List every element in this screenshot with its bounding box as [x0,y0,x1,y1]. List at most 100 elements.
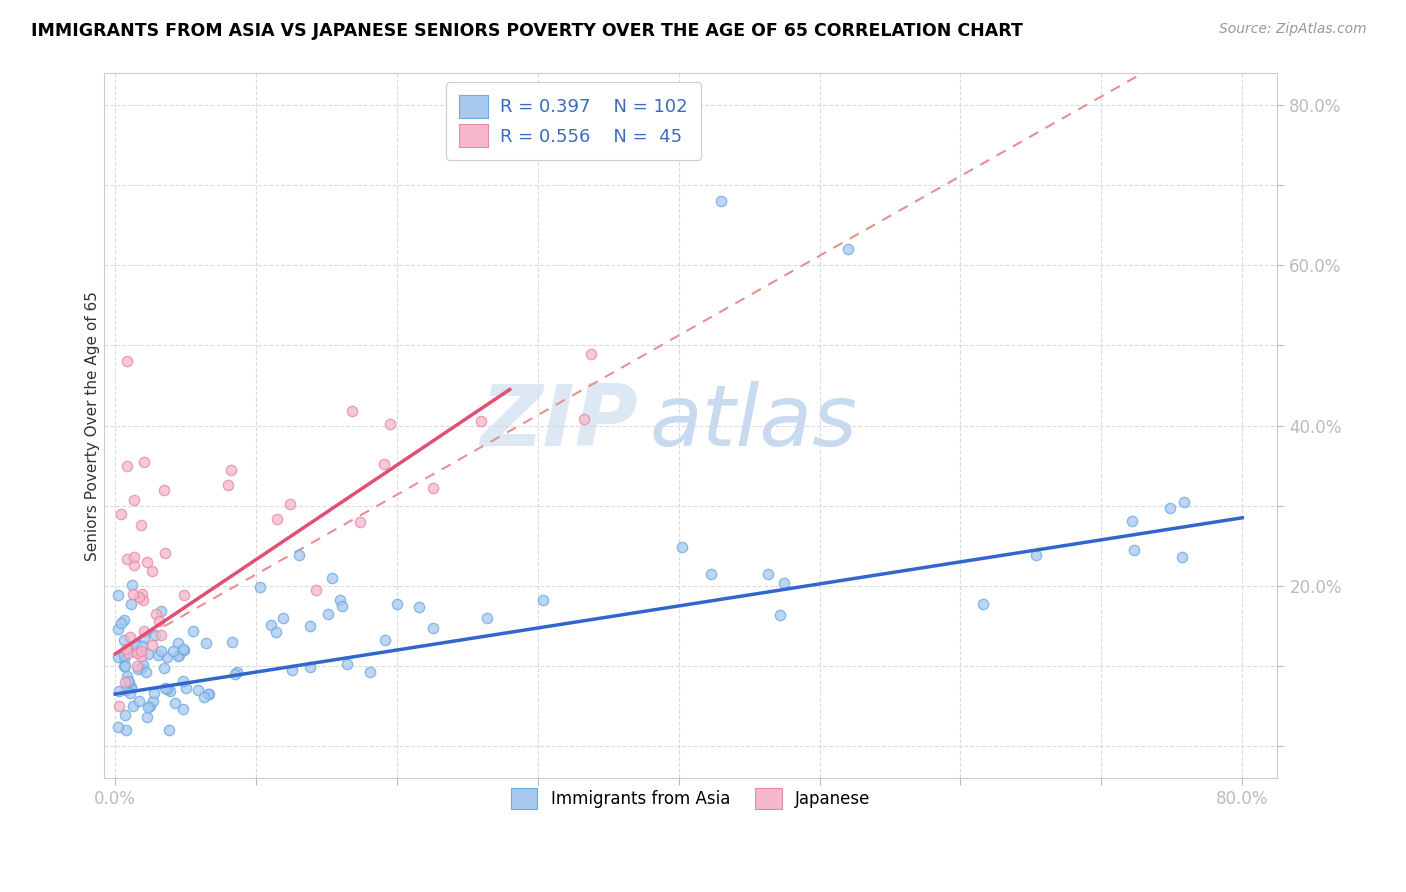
Point [153,681,176,696]
Point [579,346,602,360]
Point [125,646,148,660]
Point [112,632,135,647]
Point [1121,514,1143,528]
Point [271,611,294,625]
Point [129,643,152,657]
Point [700,567,723,582]
Point [115,668,138,682]
Y-axis label: Seniors Poverty Over the Age of 65: Seniors Poverty Over the Age of 65 [86,291,100,560]
Point [135,555,157,569]
Point [132,657,155,672]
Point [174,681,197,696]
Text: ZIP: ZIP [481,381,638,464]
Point [114,675,136,690]
Point [149,603,172,617]
Point [128,590,150,604]
Point [173,588,195,602]
Point [166,636,188,650]
Point [224,666,246,681]
Point [131,661,153,675]
Point [756,566,779,581]
Point [134,455,156,469]
Point [165,696,187,710]
Point [259,618,281,632]
Point [117,646,139,660]
Point [378,417,401,432]
Point [422,481,444,495]
Point [153,546,176,560]
Point [225,665,247,680]
Point [127,662,149,676]
Point [143,628,166,642]
Point [321,571,343,585]
Point [197,687,219,701]
Point [172,702,194,716]
Point [149,643,172,657]
Point [167,648,190,662]
Text: IMMIGRANTS FROM ASIA VS JAPANESE SENIORS POVERTY OVER THE AGE OF 65 CORRELATION : IMMIGRANTS FROM ASIA VS JAPANESE SENIORS… [31,22,1022,40]
Point [120,680,142,694]
Point [336,657,359,671]
Point [131,587,153,601]
Point [422,621,444,635]
Point [114,652,136,666]
Point [131,639,153,653]
Point [156,681,179,696]
Point [149,628,172,642]
Point [181,624,204,638]
Point [120,597,142,611]
Point [141,565,163,579]
Point [129,517,152,532]
Point [136,700,159,714]
Point [710,194,733,209]
Point [1025,549,1047,563]
Point [134,624,156,639]
Point [574,412,596,426]
Point [218,478,240,492]
Point [330,599,353,614]
Point [115,458,138,473]
Point [129,648,152,663]
Point [359,665,381,679]
Point [769,608,792,623]
Point [117,673,139,688]
Point [288,548,311,562]
Point [122,558,145,573]
Point [385,597,408,611]
Point [172,674,194,689]
Point [408,600,430,615]
Point [972,597,994,611]
Point [122,587,145,601]
Point [107,720,129,734]
Point [1159,501,1181,516]
Point [281,663,304,677]
Point [249,580,271,594]
Point [122,699,145,714]
Point [136,647,159,661]
Legend: Immigrants from Asia, Japanese: Immigrants from Asia, Japanese [505,781,877,816]
Point [349,515,371,529]
Text: atlas: atlas [650,381,858,464]
Point [107,622,129,636]
Point [114,659,136,673]
Point [329,593,352,607]
Point [167,648,190,663]
Point [193,690,215,704]
Point [162,644,184,658]
Point [142,686,165,700]
Point [139,699,162,714]
Point [110,616,132,631]
Point [194,636,217,650]
Point [115,683,138,698]
Point [117,675,139,690]
Point [145,607,167,621]
Text: Source: ZipAtlas.com: Source: ZipAtlas.com [1219,22,1367,37]
Point [124,492,146,507]
Point [141,638,163,652]
Point [112,658,135,673]
Point [115,354,138,368]
Point [107,589,129,603]
Point [141,694,163,708]
Point [173,643,195,657]
Point [128,693,150,707]
